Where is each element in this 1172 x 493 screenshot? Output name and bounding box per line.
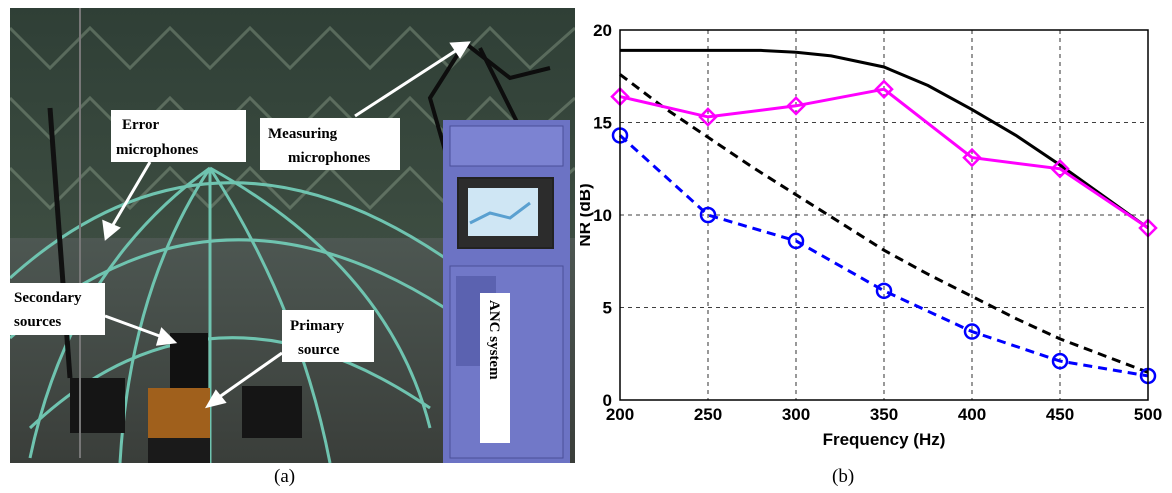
data-point [962,147,982,168]
label-secondary-sources: Secondary sources [10,283,105,335]
primary-source-box [148,388,210,438]
series-line [618,134,1149,378]
y-tick-label: 0 [603,391,612,410]
label-text: Secondary [14,290,82,306]
setup-photo-drawing: Error microphones Measuring microphones … [8,8,576,464]
label-primary-source: Primary source [282,310,374,362]
data-point [874,79,894,99]
y-tick-label: 15 [593,114,612,133]
label-anc-system: ANC system [480,293,510,443]
series-4 [611,127,1157,385]
series-line [619,73,1149,374]
data-point [1050,158,1070,179]
x-tick-label: 250 [694,405,722,424]
series-layer [610,48,1158,385]
caption-b: (b) [832,466,855,487]
label-text: Measuring [268,126,338,142]
x-tick-label: 350 [870,405,898,424]
label-error-microphones: Error microphones [111,110,246,162]
setup-photo: Error microphones Measuring microphones … [8,8,576,464]
series-line [619,87,1149,230]
data-point [698,107,718,127]
nr-chart: 200 250 300 350 400 450 500 0 5 10 15 20 Frequency … [580,21,1162,449]
x-axis-title: Frequency (Hz) [823,430,946,449]
series-3 [610,79,1158,238]
series-2 [619,73,1149,374]
y-tick-label: 5 [603,299,612,318]
data-point [787,232,805,250]
y-axis-title: NR (dB) [580,183,594,246]
x-tick-label: 450 [1046,405,1074,424]
x-tick-label: 300 [782,405,810,424]
grid [620,30,1148,400]
secondary-source [70,378,125,433]
y-tick-label: 20 [593,21,612,40]
data-point [875,282,893,300]
x-tick-label: 400 [958,405,986,424]
data-point [963,323,981,340]
label-text: ANC system [486,300,502,380]
label-text: microphones [288,150,370,166]
label-text: source [298,342,340,358]
data-point [786,96,806,116]
x-tick-label: 200 [606,405,634,424]
data-point [1051,352,1069,370]
x-tick-label: 500 [1134,405,1162,424]
label-text: Primary [290,318,345,334]
plot-border [619,29,1149,401]
data-point [699,206,717,224]
secondary-source [242,386,302,438]
annotation-arrows [102,41,471,409]
primary-source-stand [148,438,210,463]
label-text: microphones [116,142,198,158]
tick-labels: 200 250 300 350 400 450 500 0 5 10 15 20 [593,21,1162,424]
label-text: sources [14,314,61,330]
caption-a: (a) [274,466,296,487]
label-measuring-microphones: Measuring microphones [260,118,400,170]
y-tick-label: 10 [593,206,612,225]
label-text: Error [122,117,160,133]
